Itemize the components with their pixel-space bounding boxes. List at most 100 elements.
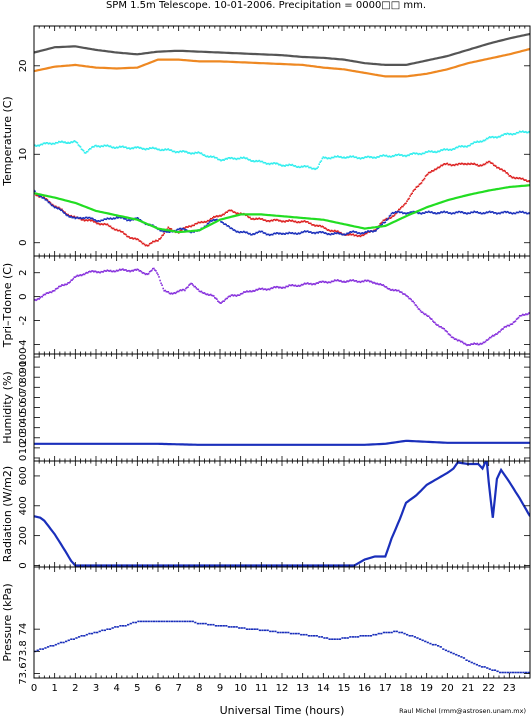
series-temperature-2-point bbox=[392, 155, 395, 158]
series-temperature-4-point bbox=[297, 232, 300, 234]
series-temperature-3-point bbox=[253, 218, 255, 221]
series-temperature-4-point bbox=[81, 217, 84, 219]
series-temperature-4-point bbox=[165, 231, 168, 233]
series-tpri-tdome-0-point bbox=[386, 287, 389, 290]
series-temperature-3-point bbox=[432, 170, 434, 172]
series-temperature-2-point bbox=[210, 156, 213, 158]
series-temperature-2-point bbox=[477, 141, 480, 143]
series-temperature-3-point bbox=[198, 221, 201, 224]
series-temperature-3-point bbox=[296, 221, 299, 224]
series-tpri-tdome-0-point bbox=[115, 269, 118, 272]
series-temperature-3-point bbox=[133, 237, 135, 240]
series-tpri-tdome-0-point bbox=[507, 324, 510, 327]
series-temperature-3-point bbox=[50, 203, 53, 206]
series-temperature-2-point bbox=[481, 140, 484, 143]
series-temperature-2-point bbox=[174, 151, 177, 154]
series-temperature-4-point bbox=[427, 210, 430, 213]
xtick-label-11: 11 bbox=[255, 683, 268, 694]
series-temperature-2-point bbox=[381, 155, 383, 157]
series-tpri-tdome-0-point bbox=[77, 275, 80, 277]
series-tpri-tdome-0-point bbox=[139, 270, 142, 272]
series-tpri-tdome-0-point bbox=[362, 280, 365, 283]
series-tpri-tdome-0-point bbox=[97, 271, 99, 273]
series-temperature-2-point bbox=[83, 151, 86, 154]
ytick-label-radiation-1: 200 bbox=[18, 526, 29, 545]
series-tpri-tdome-0-point bbox=[102, 271, 104, 273]
series-temperature-4-point bbox=[446, 211, 449, 213]
series-temperature-3-point bbox=[452, 164, 455, 166]
series-tpri-tdome-0-point bbox=[191, 283, 193, 285]
series-temperature-4-point bbox=[487, 211, 490, 213]
series-temperature-3-point bbox=[441, 164, 443, 167]
series-temperature-2-point bbox=[527, 131, 529, 134]
series-tpri-tdome-0-point bbox=[238, 294, 241, 296]
series-temperature-2-point bbox=[133, 146, 135, 149]
series-tpri-tdome-0-point bbox=[360, 280, 363, 283]
series-tpri-tdome-0-point bbox=[111, 270, 114, 273]
series-temperature-3-point bbox=[405, 202, 407, 205]
series-temperature-3-point bbox=[202, 221, 205, 224]
series-tpri-tdome-0-point bbox=[146, 273, 149, 276]
series-temperature-4-point bbox=[440, 211, 442, 213]
series-tpri-tdome-0-point bbox=[320, 281, 323, 283]
series-temperature-2-point bbox=[367, 155, 369, 158]
series-temperature-4-point bbox=[373, 230, 375, 232]
series-temperature-2-point bbox=[69, 142, 71, 144]
series-tpri-tdome-0-point bbox=[443, 328, 445, 330]
series-temperature-4-point bbox=[342, 234, 344, 236]
series-tpri-tdome-0-point bbox=[124, 269, 126, 271]
series-tpri-tdome-0-point bbox=[189, 283, 191, 286]
series-temperature-2-point bbox=[456, 146, 459, 149]
series-temperature-2-point bbox=[105, 145, 108, 147]
series-temperature-3-point bbox=[499, 168, 501, 171]
series-temperature-2-point bbox=[204, 155, 207, 157]
series-temperature-2-point bbox=[229, 157, 232, 160]
series-temperature-2-point bbox=[520, 131, 523, 133]
series-temperature-4-point bbox=[347, 232, 349, 235]
series-temperature-2-point bbox=[141, 148, 144, 150]
series-temperature-3-point bbox=[362, 234, 365, 237]
series-temperature-4-point bbox=[159, 229, 161, 232]
xtick-label-1: 1 bbox=[51, 683, 57, 694]
series-temperature-4-point bbox=[276, 232, 278, 234]
series-tpri-tdome-0-point bbox=[48, 291, 51, 293]
series-temperature-4-point bbox=[471, 211, 473, 214]
series-temperature-3-point bbox=[60, 208, 62, 211]
series-tpri-tdome-0-point bbox=[61, 284, 63, 286]
series-temperature-2-point bbox=[84, 152, 87, 154]
series-tpri-tdome-0-point bbox=[169, 293, 172, 295]
ytick-label-humidity-5: 50 bbox=[18, 401, 29, 414]
series-temperature-2-point bbox=[502, 134, 504, 137]
series-tpri-tdome-0-point bbox=[427, 315, 430, 317]
series-tpri-tdome-0-point bbox=[441, 327, 443, 329]
series-temperature-2-point bbox=[321, 157, 324, 160]
series-tpri-tdome-0-point bbox=[78, 274, 81, 277]
series-temperature-4-point bbox=[407, 212, 409, 214]
series-tpri-tdome-0-point bbox=[519, 315, 522, 317]
series-temperature-3-point bbox=[286, 220, 288, 222]
series-temperature-3-point bbox=[288, 219, 290, 221]
series-temperature-2-point bbox=[188, 151, 190, 154]
series-temperature-4-point bbox=[345, 233, 347, 236]
series-temperature-3-point bbox=[80, 219, 83, 221]
series-tpri-tdome-0-point bbox=[176, 290, 179, 293]
series-temperature-4-point bbox=[504, 210, 506, 213]
series-temperature-3-point bbox=[358, 234, 361, 237]
series-tpri-tdome-0-point bbox=[198, 290, 201, 292]
series-temperature-2-point bbox=[72, 141, 75, 143]
series-temperature-4-point bbox=[126, 219, 128, 222]
series-temperature-3-point bbox=[63, 211, 65, 213]
series-temperature-3-point bbox=[437, 166, 439, 169]
series-temperature-4-point bbox=[286, 232, 288, 235]
series-temperature-2-point bbox=[113, 147, 116, 149]
series-tpri-tdome-0-point bbox=[65, 283, 67, 286]
series-tpri-tdome-0-point bbox=[415, 304, 418, 307]
series-temperature-2-point bbox=[44, 142, 47, 145]
series-temperature-2-point bbox=[162, 149, 164, 152]
series-temperature-4-point bbox=[382, 221, 385, 224]
series-temperature-4-point bbox=[152, 224, 154, 226]
series-temperature-4-point bbox=[443, 210, 445, 213]
series-temperature-3-point bbox=[217, 215, 219, 218]
series-temperature-3-point bbox=[420, 182, 423, 184]
series-tpri-tdome-0-point bbox=[482, 341, 485, 344]
